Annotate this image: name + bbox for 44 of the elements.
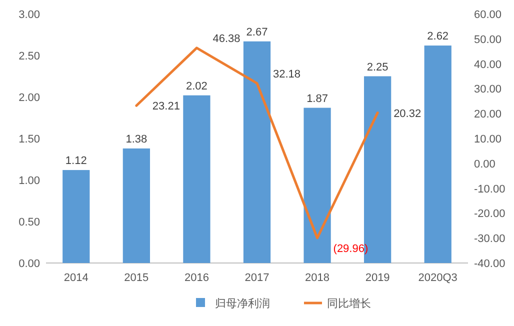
y2-tick-label: 30.00	[474, 84, 502, 96]
bar	[424, 46, 452, 263]
y2-tick-label: -30.00	[474, 233, 506, 246]
data-label: 20.32	[394, 108, 422, 120]
y-tick-label: 1.50	[18, 134, 40, 146]
bar	[62, 170, 90, 263]
y2-tick-label: 20.00	[474, 108, 502, 121]
data-label: 46.38	[212, 32, 240, 45]
y-tick-label: 1.00	[18, 175, 40, 187]
bar	[183, 95, 210, 263]
data-label: 1.87	[306, 92, 328, 105]
y2-tick-label: 40.00	[474, 58, 502, 71]
x-tick-label: 2020Q3	[418, 272, 458, 284]
y2-tick-label: -40.00	[474, 258, 506, 270]
data-label: 2.25	[366, 61, 388, 74]
data-label: 32.18	[273, 68, 301, 80]
data-label: 23.21	[152, 100, 180, 113]
y2-tick-label: 60.00	[474, 9, 502, 21]
bar	[243, 41, 271, 263]
y-tick-label: 0.00	[18, 258, 40, 270]
data-label: 2.67	[246, 26, 268, 38]
y-tick-label: 2.00	[18, 92, 40, 104]
x-tick-label: 2019	[365, 272, 390, 284]
y-tick-label: 0.50	[18, 216, 40, 228]
bar	[122, 148, 150, 263]
data-label: 1.12	[65, 155, 87, 168]
legend-label: 同比增长	[327, 297, 371, 310]
y2-tick-label: -20.00	[474, 208, 506, 220]
x-tick-label: 2015	[124, 272, 149, 284]
data-label: 2.62	[427, 30, 449, 43]
y-tick-label: 2.50	[18, 50, 40, 62]
data-label: 1.38	[126, 133, 148, 146]
y-tick-label: 3.00	[18, 9, 40, 21]
legend-label: 归母净利润	[215, 297, 270, 310]
y2-tick-label: -10.00	[474, 183, 506, 196]
y2-tick-label: 50.00	[474, 34, 502, 46]
y2-tick-label: 10.00	[474, 134, 502, 146]
x-tick-label: 2014	[64, 272, 88, 284]
bar	[304, 108, 331, 263]
y2-tick-label: 0.00	[474, 158, 496, 170]
x-tick-label: 2018	[305, 272, 330, 284]
data-label: 2.02	[186, 80, 208, 92]
x-tick-label: 2017	[244, 272, 270, 284]
x-tick-label: 2016	[184, 272, 209, 284]
